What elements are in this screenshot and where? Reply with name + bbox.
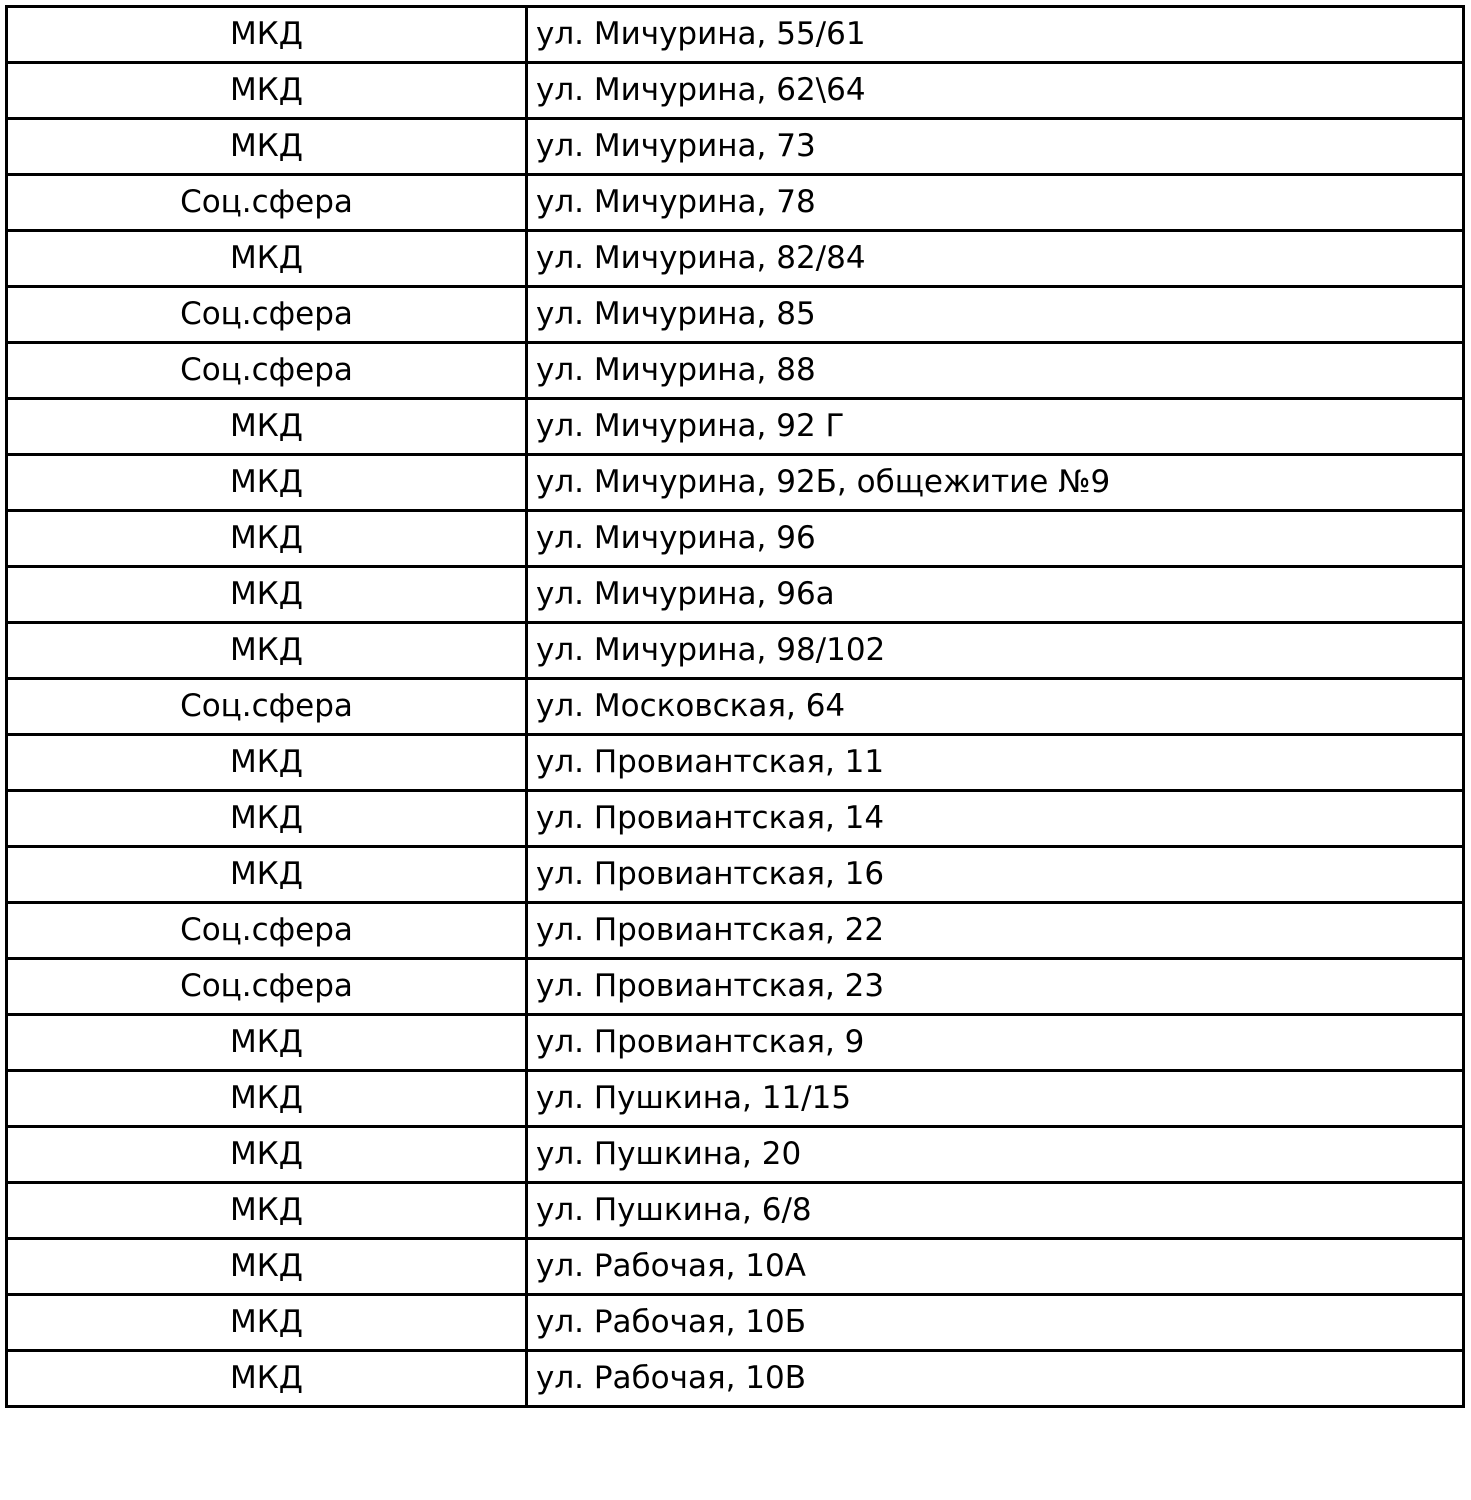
object-type-cell: МКД xyxy=(5,453,528,512)
object-type-cell: Соц.сфера xyxy=(5,957,528,1016)
address-cell: ул. Рабочая, 10А xyxy=(525,1237,1465,1296)
address-cell: ул. Провиантская, 23 xyxy=(525,957,1465,1016)
address-cell: ул. Мичурина, 96а xyxy=(525,565,1465,624)
table-row: Соц.сфера ул. Мичурина, 78 xyxy=(5,173,1465,232)
object-type-cell: МКД xyxy=(5,117,528,176)
object-type-cell: МКД xyxy=(5,1013,528,1072)
table-row: МКД ул. Мичурина, 96 xyxy=(5,509,1465,568)
address-cell: ул. Провиантская, 14 xyxy=(525,789,1465,848)
object-type-cell: Соц.сфера xyxy=(5,901,528,960)
object-type-cell: МКД xyxy=(5,5,528,64)
table-row: МКД ул. Мичурина, 98/102 xyxy=(5,621,1465,680)
table-row: Соц.сфера ул. Провиантская, 22 xyxy=(5,901,1465,960)
address-cell: ул. Провиантская, 22 xyxy=(525,901,1465,960)
address-cell: ул. Провиантская, 11 xyxy=(525,733,1465,792)
table-row: МКД ул. Пушкина, 11/15 xyxy=(5,1069,1465,1128)
table-row: МКД ул. Мичурина, 73 xyxy=(5,117,1465,176)
table-row: МКД ул. Мичурина, 55/61 xyxy=(5,5,1465,64)
table-row: МКД ул. Провиантская, 9 xyxy=(5,1013,1465,1072)
table-row: МКД ул. Мичурина, 92 Г xyxy=(5,397,1465,456)
object-type-cell: МКД xyxy=(5,733,528,792)
object-type-cell: МКД xyxy=(5,1349,528,1408)
address-cell: ул. Мичурина, 96 xyxy=(525,509,1465,568)
table-row: МКД ул. Провиантская, 11 xyxy=(5,733,1465,792)
table-row: МКД ул. Пушкина, 6/8 xyxy=(5,1181,1465,1240)
object-type-cell: МКД xyxy=(5,1069,528,1128)
object-type-cell: МКД xyxy=(5,1181,528,1240)
address-cell: ул. Московская, 64 xyxy=(525,677,1465,736)
table-row: Соц.сфера ул. Мичурина, 85 xyxy=(5,285,1465,344)
object-type-cell: МКД xyxy=(5,61,528,120)
object-type-cell: МКД xyxy=(5,845,528,904)
table-row: МКД ул. Рабочая, 10А xyxy=(5,1237,1465,1296)
table-row: Соц.сфера ул. Провиантская, 23 xyxy=(5,957,1465,1016)
object-type-cell: МКД xyxy=(5,1125,528,1184)
address-cell: ул. Пушкина, 11/15 xyxy=(525,1069,1465,1128)
object-type-cell: Соц.сфера xyxy=(5,285,528,344)
address-cell: ул. Мичурина, 85 xyxy=(525,285,1465,344)
table-row: Соц.сфера ул. Мичурина, 88 xyxy=(5,341,1465,400)
table-row: МКД ул. Мичурина, 92Б, общежитие №9 xyxy=(5,453,1465,512)
address-cell: ул. Рабочая, 10В xyxy=(525,1349,1465,1408)
object-type-cell: Соц.сфера xyxy=(5,173,528,232)
object-type-cell: МКД xyxy=(5,397,528,456)
table-row: МКД ул. Мичурина, 82/84 xyxy=(5,229,1465,288)
address-cell: ул. Мичурина, 78 xyxy=(525,173,1465,232)
address-cell: ул. Провиантская, 9 xyxy=(525,1013,1465,1072)
object-type-cell: МКД xyxy=(5,621,528,680)
object-type-cell: МКД xyxy=(5,509,528,568)
table-row: МКД ул. Пушкина, 20 xyxy=(5,1125,1465,1184)
object-type-cell: МКД xyxy=(5,229,528,288)
address-cell: ул. Мичурина, 92 Г xyxy=(525,397,1465,456)
object-type-cell: Соц.сфера xyxy=(5,677,528,736)
table-body: МКД ул. Мичурина, 55/61 МКД ул. Мичурина, 6… xyxy=(5,5,1465,1408)
table-row: МКД ул. Провиантская, 16 xyxy=(5,845,1465,904)
table-row: МКД ул. Мичурина, 96а xyxy=(5,565,1465,624)
address-cell: ул. Рабочая, 10Б xyxy=(525,1293,1465,1352)
address-cell: ул. Мичурина, 62\64 xyxy=(525,61,1465,120)
address-table: МКД ул. Мичурина, 55/61 МКД ул. Мичурина, 6… xyxy=(5,5,1465,1408)
address-cell: ул. Провиантская, 16 xyxy=(525,845,1465,904)
address-cell: ул. Мичурина, 92Б, общежитие №9 xyxy=(525,453,1465,512)
object-type-cell: МКД xyxy=(5,1237,528,1296)
object-type-cell: МКД xyxy=(5,1293,528,1352)
address-cell: ул. Мичурина, 55/61 xyxy=(525,5,1465,64)
address-cell: ул. Мичурина, 73 xyxy=(525,117,1465,176)
address-cell: ул. Мичурина, 98/102 xyxy=(525,621,1465,680)
address-cell: ул. Мичурина, 88 xyxy=(525,341,1465,400)
address-cell: ул. Мичурина, 82/84 xyxy=(525,229,1465,288)
table-row: МКД ул. Провиантская, 14 xyxy=(5,789,1465,848)
object-type-cell: Соц.сфера xyxy=(5,341,528,400)
table-row: МКД ул. Рабочая, 10В xyxy=(5,1349,1465,1408)
table-row: МКД ул. Мичурина, 62\64 xyxy=(5,61,1465,120)
object-type-cell: МКД xyxy=(5,565,528,624)
address-cell: ул. Пушкина, 20 xyxy=(525,1125,1465,1184)
table-row: Соц.сфера ул. Московская, 64 xyxy=(5,677,1465,736)
table-row: МКД ул. Рабочая, 10Б xyxy=(5,1293,1465,1352)
address-cell: ул. Пушкина, 6/8 xyxy=(525,1181,1465,1240)
object-type-cell: МКД xyxy=(5,789,528,848)
